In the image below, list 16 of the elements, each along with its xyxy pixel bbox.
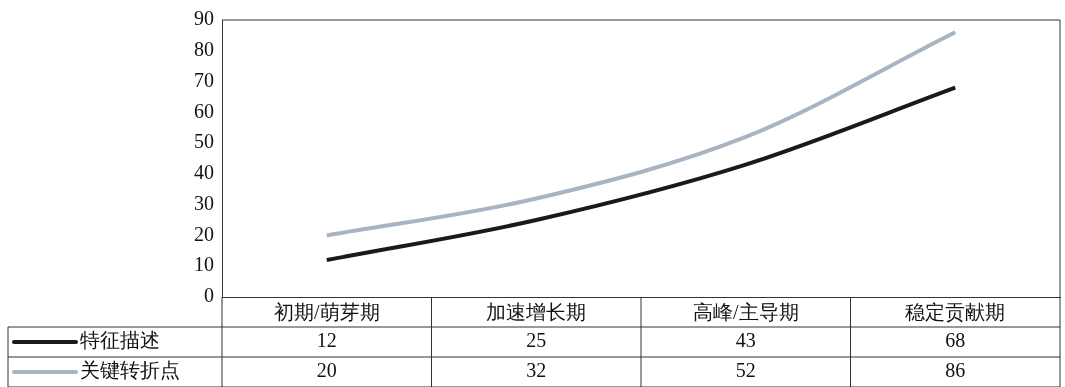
line-series [324, 85, 958, 263]
x-tick-label: 稳定贡献期 [905, 301, 1006, 324]
y-tick-label: 20 [194, 222, 214, 245]
x-tick-label: 加速增长期 [486, 301, 587, 324]
x-tick-label: 初期/萌芽期 [273, 301, 380, 324]
y-tick-label: 30 [194, 191, 214, 214]
y-tick-label: 50 [194, 130, 214, 153]
line-series [324, 30, 958, 238]
y-tick-label: 60 [194, 99, 214, 122]
x-tick-label: 高峰/主导期 [692, 301, 799, 324]
y-tick-label: 90 [194, 7, 214, 30]
y-tick-label: 70 [194, 68, 214, 91]
y-tick-label: 0 [204, 284, 214, 307]
y-tick-label: 10 [194, 253, 214, 276]
y-tick-label: 80 [194, 38, 214, 61]
y-tick-label: 40 [194, 161, 214, 184]
